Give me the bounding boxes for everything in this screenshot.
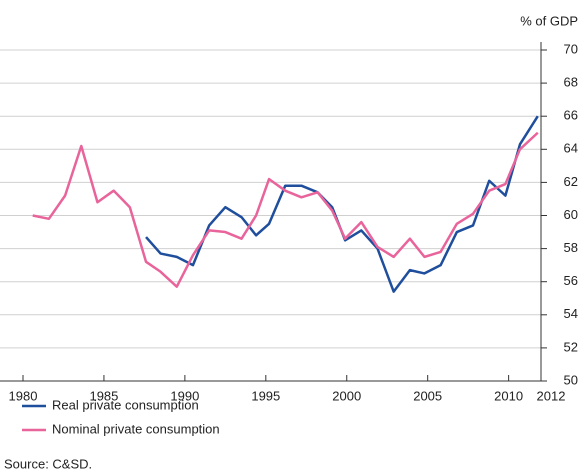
x-tick-label: 2012 [537, 388, 566, 403]
series-line [32, 131, 539, 288]
y-tick-label: 50 [564, 372, 578, 387]
legend-label: Nominal private consumption [52, 421, 220, 436]
x-tick-label: 1980 [9, 388, 38, 403]
source: Source: C&SD. [4, 456, 92, 471]
y-tick-label: 54 [564, 306, 578, 321]
y-tick-label: 56 [564, 273, 578, 288]
x-tick-label: 2000 [332, 388, 361, 403]
y-tick-label: 52 [564, 339, 578, 354]
x-tick-label: 1985 [89, 388, 118, 403]
x-tick-label: 2005 [413, 388, 442, 403]
y-tick-label: 66 [564, 108, 578, 123]
x-tick-label: 1990 [170, 388, 199, 403]
y-tick-label: 62 [564, 174, 578, 189]
y-tick-label: 58 [564, 240, 578, 255]
x-tick-label: 2010 [494, 388, 523, 403]
y-tick-label: 64 [564, 141, 578, 156]
legend-label: Real private consumption [52, 397, 199, 412]
y-tick-label: 60 [564, 207, 578, 222]
x-tick-label: 1995 [251, 388, 280, 403]
y-tick-label: 68 [564, 75, 578, 90]
y-unit: % of GDP [520, 13, 578, 28]
y-tick-label: 70 [564, 41, 578, 56]
